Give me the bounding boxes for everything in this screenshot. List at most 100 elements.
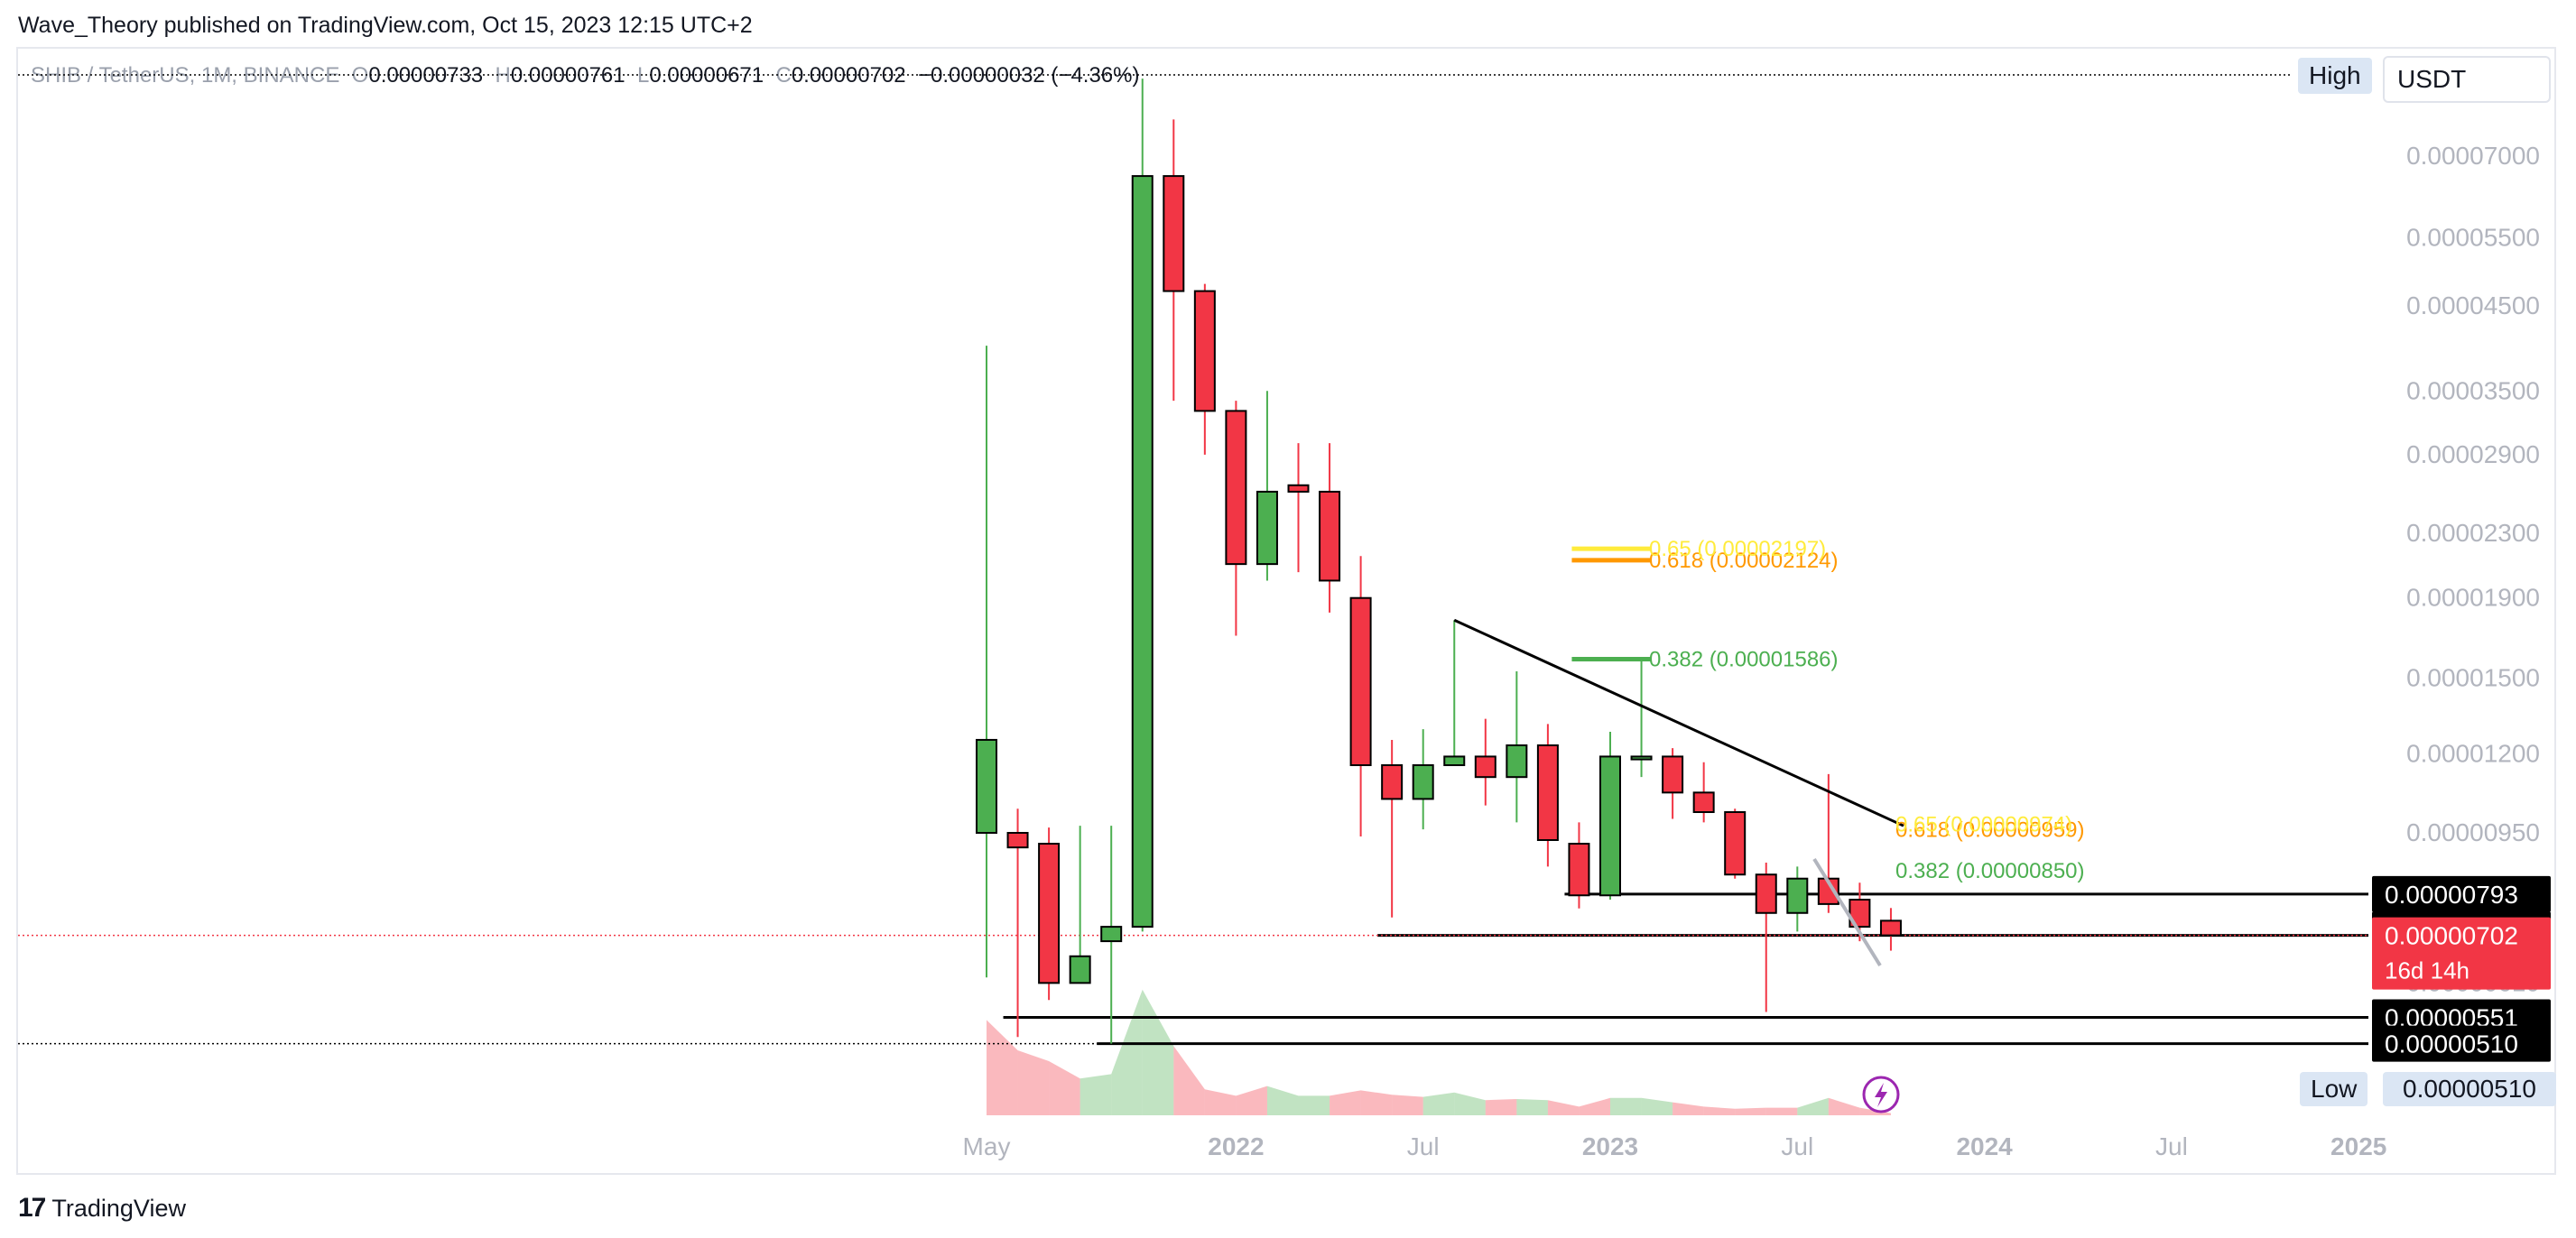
candle-body (1381, 764, 1404, 800)
candle-body (976, 738, 997, 834)
publisher-header: Wave_Theory published on TradingView.com… (18, 13, 753, 38)
high-key: H (495, 63, 511, 88)
price-axis-tick: 0.00001500 (2406, 663, 2540, 691)
candle-body (1163, 175, 1185, 292)
price-label: 0.00000793 (2385, 881, 2518, 909)
volume-area-segment (1703, 1106, 1736, 1115)
candles-layer (976, 79, 1902, 1044)
fib-level-label: 0.382 (0.00001586) (1649, 648, 1839, 672)
volume-area-segment (987, 1020, 1018, 1115)
time-axis-tick: 2024 (1956, 1132, 2013, 1160)
tradingview-logo[interactable]: 17 TradingView (18, 1193, 186, 1224)
price-axis-tick: 0.00007000 (2406, 142, 2540, 170)
time-axis-tick: Jul (2155, 1132, 2188, 1160)
candle-body (1755, 873, 1777, 914)
volume-area-segment (1392, 1095, 1423, 1115)
current-price-label: 0.00000702 (2385, 922, 2518, 950)
fib-level-label: 0.65 (0.00002197) (1649, 537, 1826, 561)
fib-level-label: 0.65 (0.00000974) (1895, 813, 2072, 837)
candle-body (1193, 290, 1216, 412)
currency-selector[interactable]: USDT (2383, 56, 2551, 103)
projection-line (1812, 857, 1882, 967)
trendline (1453, 618, 1904, 827)
candle-body (1692, 791, 1715, 814)
volume-area-segment (1236, 1086, 1267, 1115)
fib-level-label: 0.618 (0.00000959) (1895, 818, 2085, 842)
candle-body (1006, 832, 1029, 849)
volume-area-segment (1673, 1102, 1704, 1115)
candle-body (1131, 175, 1154, 928)
time-axis-tick: 2022 (1208, 1132, 1264, 1160)
volume-area-segment (1828, 1097, 1860, 1115)
volume-area-segment (1266, 1086, 1299, 1115)
candle-body (1069, 955, 1091, 984)
volume-area-segment (1080, 1074, 1112, 1115)
price-label-bg (2372, 1025, 2551, 1062)
fib-level-label: 0.618 (0.00002124) (1649, 549, 1839, 573)
time-axis-tick: 2025 (2330, 1132, 2386, 1160)
volume-area-segment (1017, 1050, 1050, 1115)
candle-body (1536, 744, 1559, 841)
price-axis-tick: 0.00005500 (2406, 224, 2540, 252)
volume-area-segment (1204, 1089, 1237, 1115)
volume-area-segment (1111, 989, 1143, 1115)
candle-body (1038, 843, 1061, 984)
volume-area-segment (1516, 1099, 1548, 1115)
volume-area-segment (1330, 1090, 1361, 1115)
price-label-bg (2372, 875, 2551, 912)
price-axis-tick: 0.00001200 (2406, 739, 2540, 767)
price-axis-tick: 0.00000950 (2406, 818, 2540, 846)
candle-body (1443, 755, 1466, 767)
volume-area-segment (1485, 1099, 1517, 1115)
volume-area-segment (1360, 1090, 1393, 1115)
candle-body (1225, 410, 1247, 566)
low-badge[interactable]: Low (2300, 1072, 2368, 1106)
volume-area-segment (1797, 1097, 1829, 1115)
candle-body (1506, 744, 1528, 779)
candle-body (1349, 596, 1372, 767)
candle-body (1287, 484, 1310, 493)
low-key: L (636, 63, 650, 88)
time-axis-tick: May (963, 1132, 1011, 1160)
volume-area-segment (1610, 1097, 1642, 1115)
low-badge-value: 0.00000510 (2383, 1072, 2556, 1106)
volume-area-segment (1641, 1097, 1673, 1115)
price-axis-tick: 0.00004500 (2406, 291, 2540, 319)
volume-area-segment (1173, 1046, 1205, 1115)
high-badge[interactable]: High (2298, 58, 2372, 94)
candle-body (1817, 877, 1839, 905)
candle-body (1474, 755, 1496, 779)
close-key: C (775, 63, 792, 88)
candle-body (1319, 490, 1341, 582)
candle-body (1599, 755, 1621, 897)
price-label: 0.00000510 (2385, 1030, 2518, 1058)
candle-body (1724, 811, 1747, 876)
price-axis-tick: 0.00002900 (2406, 440, 2540, 468)
volume-area-segment (1735, 1107, 1766, 1115)
candle-body (1100, 926, 1123, 943)
candle-body (1630, 755, 1653, 761)
lightning-icon-circle (1862, 1076, 1900, 1113)
volume-area-segment (1142, 989, 1174, 1115)
current-price-label-bg (2372, 917, 2551, 990)
candle-body (1568, 843, 1590, 897)
time-axis-tick: Jul (1407, 1132, 1440, 1160)
price-axis-tick: 0.00003500 (2406, 376, 2540, 404)
volume-area-segment (1547, 1100, 1580, 1115)
fib-level-label: 0.382 (0.00000850) (1895, 859, 2085, 883)
volume-area-segment (1298, 1095, 1330, 1115)
lightning-icon (1875, 1083, 1887, 1107)
volume-layer (987, 989, 1891, 1115)
volume-area-segment (1454, 1092, 1486, 1115)
volume-area-segment (1422, 1092, 1455, 1115)
tradingview-logo-text: TradingView (51, 1194, 186, 1222)
candle-body (1662, 755, 1684, 794)
volume-area-segment (1579, 1097, 1610, 1115)
candle-body (1786, 877, 1809, 914)
candle-body (1879, 919, 1902, 937)
candle-body (1412, 764, 1434, 800)
volume-area-segment (1765, 1107, 1798, 1115)
drawings-layer: 0.382 (0.00001586)0.618 (0.00002124)0.65… (1453, 537, 2085, 967)
